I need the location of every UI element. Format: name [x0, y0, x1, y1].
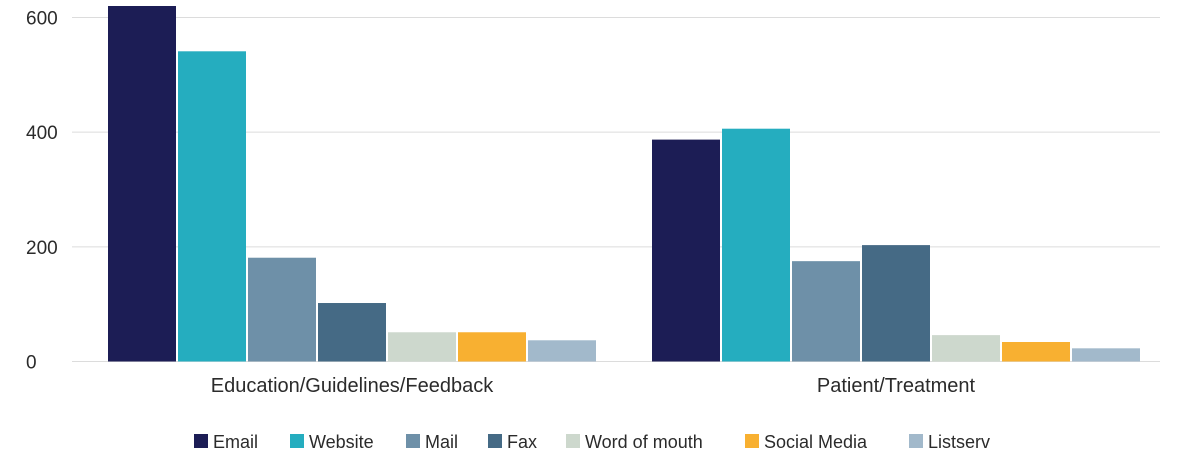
x-axis-category-labels: Education/Guidelines/Feedback Patient/Tre… [211, 375, 976, 397]
bar-listserv-education-guidelines-feedback [528, 340, 596, 362]
legend-swatch-listserv [909, 434, 923, 448]
bar-email-patient-treatment [652, 139, 720, 362]
y-tick-label: 400 [26, 123, 58, 144]
legend-label-mail: Mail [425, 432, 458, 452]
legend-label-website: Website [309, 432, 374, 452]
y-tick-label: 600 [26, 8, 58, 29]
legend-label-listserv: Listserv [928, 432, 990, 452]
bar-website-education-guidelines-feedback [178, 51, 246, 362]
category-label-patient-treatment: Patient/Treatment [817, 375, 976, 397]
legend-swatch-fax [488, 434, 502, 448]
legend-swatch-website [290, 434, 304, 448]
bar-social-media-education-guidelines-feedback [458, 332, 526, 362]
legend-swatch-word-of-mouth [566, 434, 580, 448]
y-tick-label: 200 [26, 238, 58, 259]
legend-swatch-mail [406, 434, 420, 448]
y-tick-label: 0 [26, 353, 37, 374]
bar-fax-education-guidelines-feedback [318, 303, 386, 362]
category-label-education-guidelines-feedback: Education/Guidelines/Feedback [211, 375, 494, 397]
bar-social-media-patient-treatment [1002, 342, 1070, 362]
bar-fax-patient-treatment [862, 245, 930, 362]
legend-swatch-social-media [745, 434, 759, 448]
legend-label-email: Email [213, 432, 258, 452]
legend-swatch-email [194, 434, 208, 448]
legend: Email Website Mail Fax Word of mouth Social M… [194, 432, 990, 452]
legend-label-word-of-mouth: Word of mouth [585, 432, 703, 452]
legend-label-fax: Fax [507, 432, 537, 452]
bar-word-of-mouth-patient-treatment [932, 335, 1000, 362]
y-axis-tick-labels: 0 200 400 600 [26, 8, 58, 373]
bar-email-education-guidelines-feedback [108, 6, 176, 362]
bar-website-patient-treatment [722, 128, 790, 362]
bars [108, 6, 1140, 362]
legend-label-social-media: Social Media [764, 432, 868, 452]
bar-mail-education-guidelines-feedback [248, 257, 316, 362]
bar-mail-patient-treatment [792, 261, 860, 362]
bar-word-of-mouth-education-guidelines-feedback [388, 332, 456, 362]
bar-listserv-patient-treatment [1072, 348, 1140, 362]
